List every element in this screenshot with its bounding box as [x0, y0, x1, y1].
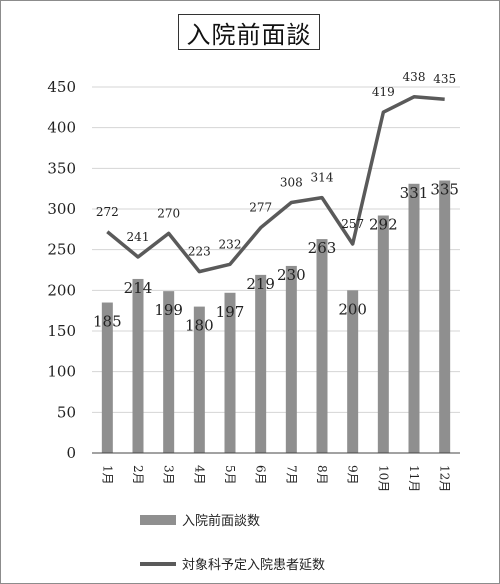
y-tick-label: 400 — [47, 119, 76, 137]
legend-line-label: 対象科予定入院患者延数 — [182, 558, 326, 573]
x-tick-label: 12月 — [438, 465, 452, 492]
y-tick-label: 0 — [66, 444, 76, 462]
bar — [224, 292, 236, 453]
bar — [408, 183, 420, 453]
line-data-label: 435 — [433, 72, 456, 86]
x-tick-label: 6月 — [254, 465, 268, 485]
bar-data-label: 199 — [154, 301, 183, 319]
y-tick-label: 300 — [47, 200, 76, 218]
line-data-label: 270 — [157, 206, 180, 220]
x-tick-label: 5月 — [223, 465, 237, 485]
bar-data-label: 185 — [93, 313, 122, 331]
line-data-label: 277 — [249, 201, 272, 215]
bar-data-label: 331 — [400, 184, 429, 202]
legend-bar-label: 入院前面談数 — [182, 514, 261, 529]
line-series — [106, 95, 445, 274]
bar-data-label: 180 — [185, 317, 214, 335]
x-tick-label: 3月 — [162, 465, 176, 485]
bar-data-label: 197 — [216, 303, 245, 321]
x-tick-label: 1月 — [100, 465, 114, 485]
x-tick-label: 9月 — [346, 465, 360, 485]
line-data-label: 314 — [311, 171, 334, 185]
bar — [347, 290, 359, 453]
line-data-label: 257 — [341, 217, 364, 231]
line-data-label: 308 — [280, 175, 303, 189]
x-tick-label: 8月 — [315, 465, 329, 485]
y-tick-label: 200 — [47, 281, 76, 299]
bar-data-label: 200 — [338, 300, 367, 318]
bar — [377, 215, 389, 453]
bar — [316, 239, 328, 453]
y-tick-label: 450 — [47, 78, 76, 96]
line-data-label: 438 — [403, 70, 426, 84]
legend-item-bar: 入院前面談数 — [140, 510, 260, 529]
y-tick-label: 150 — [47, 322, 76, 340]
bar-data-label: 292 — [369, 216, 398, 234]
y-tick-label: 100 — [47, 363, 76, 381]
line-data-label: 223 — [188, 245, 211, 259]
y-tick-label: 350 — [47, 159, 76, 177]
x-tick-label: 10月 — [376, 465, 390, 492]
chart-title-box: 入院前面談 — [178, 14, 320, 50]
y-tick-label: 50 — [57, 403, 76, 421]
line-data-label: 232 — [219, 237, 242, 251]
chart-title: 入院前面談 — [186, 20, 312, 49]
legend-line-swatch — [140, 561, 176, 566]
bar-data-label: 219 — [246, 275, 275, 293]
bar-data-label: 263 — [308, 239, 337, 257]
bar — [132, 278, 144, 453]
x-tick-label: 7月 — [284, 465, 298, 485]
line-data-label: 241 — [127, 230, 150, 244]
bar — [163, 291, 175, 453]
x-tick-label: 2月 — [131, 465, 145, 485]
bar-data-label: 214 — [124, 279, 153, 297]
x-tick-label: 4月 — [192, 465, 206, 485]
bar — [439, 180, 451, 454]
line-data-label: 419 — [372, 85, 395, 99]
x-tick-label: 11月 — [407, 465, 421, 492]
bar-data-label: 230 — [277, 266, 306, 284]
y-tick-label: 250 — [47, 241, 76, 259]
line-data-label: 272 — [96, 205, 119, 219]
bar — [285, 265, 297, 453]
bar — [193, 306, 205, 453]
bar — [255, 274, 267, 453]
legend-item-line: 対象科予定入院患者延数 — [140, 554, 325, 573]
bar — [101, 302, 113, 453]
legend-bar-swatch — [140, 514, 176, 525]
bar-data-label: 335 — [430, 181, 459, 199]
